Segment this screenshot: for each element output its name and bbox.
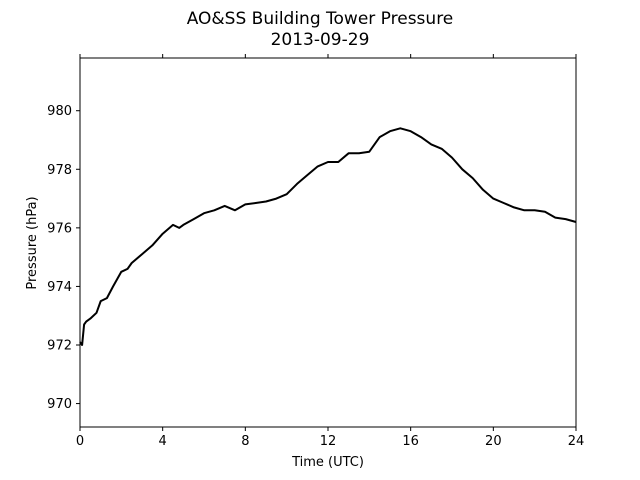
- plot-area: [79, 57, 577, 428]
- y-tick-label: 970: [47, 397, 72, 412]
- x-axis-label: Time (UTC): [291, 455, 364, 470]
- chart-title: AO&SS Building Tower Pressure: [187, 9, 454, 29]
- y-axis-ticks: 970 972 974 976 978 980: [47, 104, 80, 412]
- x-tick-label: 4: [159, 434, 167, 449]
- x-tick-label: 0: [76, 434, 84, 449]
- x-tick-label: 24: [568, 434, 585, 449]
- y-axis-label: Pressure (hPa): [25, 196, 40, 289]
- series-line-0: [79, 127, 577, 346]
- x-tick-label: 16: [402, 434, 419, 449]
- y-tick-label: 972: [47, 339, 72, 354]
- x-tick-label: 8: [241, 434, 249, 449]
- x-tick-label: 20: [485, 434, 502, 449]
- y-tick-label: 978: [47, 163, 72, 178]
- y-tick-label: 974: [47, 280, 72, 295]
- y-tick-label: 976: [47, 221, 72, 236]
- y-tick-label: 980: [47, 104, 72, 119]
- x-tick-label: 12: [320, 434, 337, 449]
- x-axis-ticks: 0 4 8 12 16 20 24: [76, 54, 584, 449]
- chart-subtitle: 2013-09-29: [271, 30, 370, 50]
